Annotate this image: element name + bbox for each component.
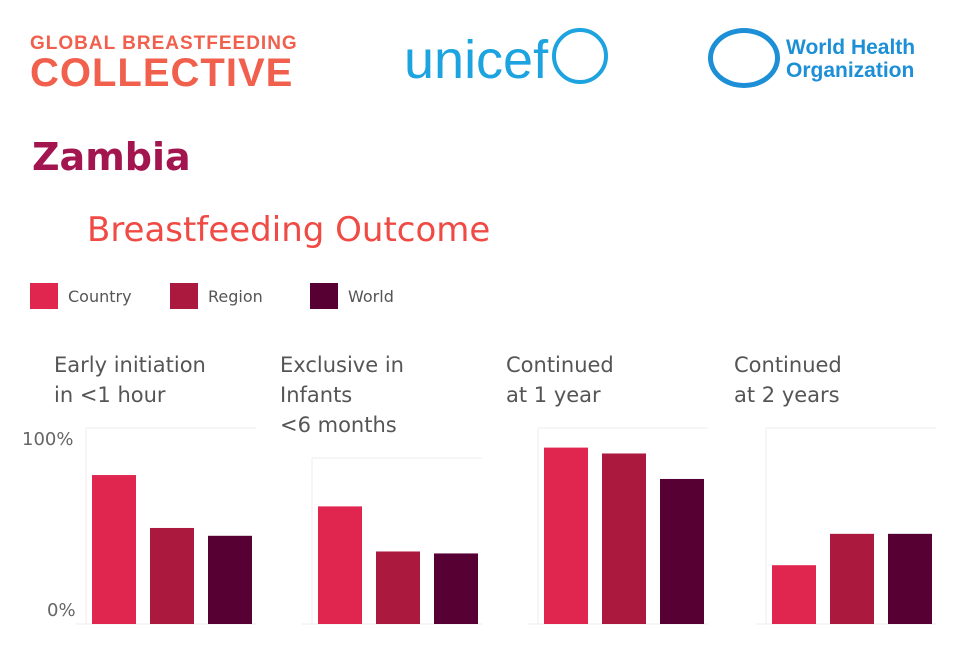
chart-subtitle: Breastfeeding Outcome <box>87 210 491 250</box>
unicef-logo: unicef <box>404 28 609 90</box>
panel-title-line: at 2 years <box>734 383 840 407</box>
panel-title-line: Infants <box>280 383 353 407</box>
legend-label: Region <box>208 286 263 306</box>
panel-title-line: Early initiation <box>54 353 206 377</box>
bar-world <box>208 535 252 624</box>
legend-label: Country <box>68 286 132 306</box>
bar-world <box>434 553 478 624</box>
panel-title-line: Continued <box>734 353 842 377</box>
panel-title-line: in <1 hour <box>54 383 166 407</box>
country-title: Zambia <box>32 135 191 179</box>
who-line1: World Health <box>786 36 916 59</box>
legend-country: Country <box>30 283 132 309</box>
legend-swatch <box>310 283 338 309</box>
bar-world <box>660 478 704 624</box>
legend-swatch <box>30 283 58 309</box>
y-tick-0: 0% <box>47 600 76 621</box>
gbc-logo-line1: GLOBAL BREASTFEEDING <box>30 33 298 54</box>
panel-title-line: Continued <box>506 353 614 377</box>
bar-country <box>92 475 136 624</box>
who-emblem-icon <box>708 28 780 88</box>
legend-label: World <box>348 286 394 306</box>
bar-country <box>544 447 588 624</box>
legend-region: Region <box>170 283 263 309</box>
panel-title-line: at 1 year <box>506 383 601 407</box>
bar-region <box>602 453 646 624</box>
legend-swatch <box>170 283 198 309</box>
panel-title: Continued at 2 years <box>734 350 842 410</box>
legend-world: World <box>310 283 394 309</box>
y-tick-100: 100% <box>22 429 74 450</box>
bar-region <box>150 527 194 624</box>
bar-region <box>376 551 420 624</box>
bar-country <box>318 506 362 624</box>
unicef-emblem-icon <box>552 28 609 84</box>
gbc-logo-line2: COLLECTIVE <box>30 51 294 95</box>
panel-title: Early initiation in <1 hour <box>54 350 206 410</box>
panel-title-line: <6 months <box>280 413 397 437</box>
panel-title: Continued at 1 year <box>506 350 614 410</box>
bar-world <box>888 533 932 624</box>
bar-country <box>772 565 816 624</box>
bar-region <box>830 533 874 624</box>
who-line2: Organization <box>786 59 915 82</box>
unicef-wordmark: unicef <box>404 30 549 90</box>
who-logo-text: World Health Organization <box>786 36 915 82</box>
panel-title: Exclusive in Infants <6 months <box>280 350 404 440</box>
panel-title-line: Exclusive in <box>280 353 404 377</box>
